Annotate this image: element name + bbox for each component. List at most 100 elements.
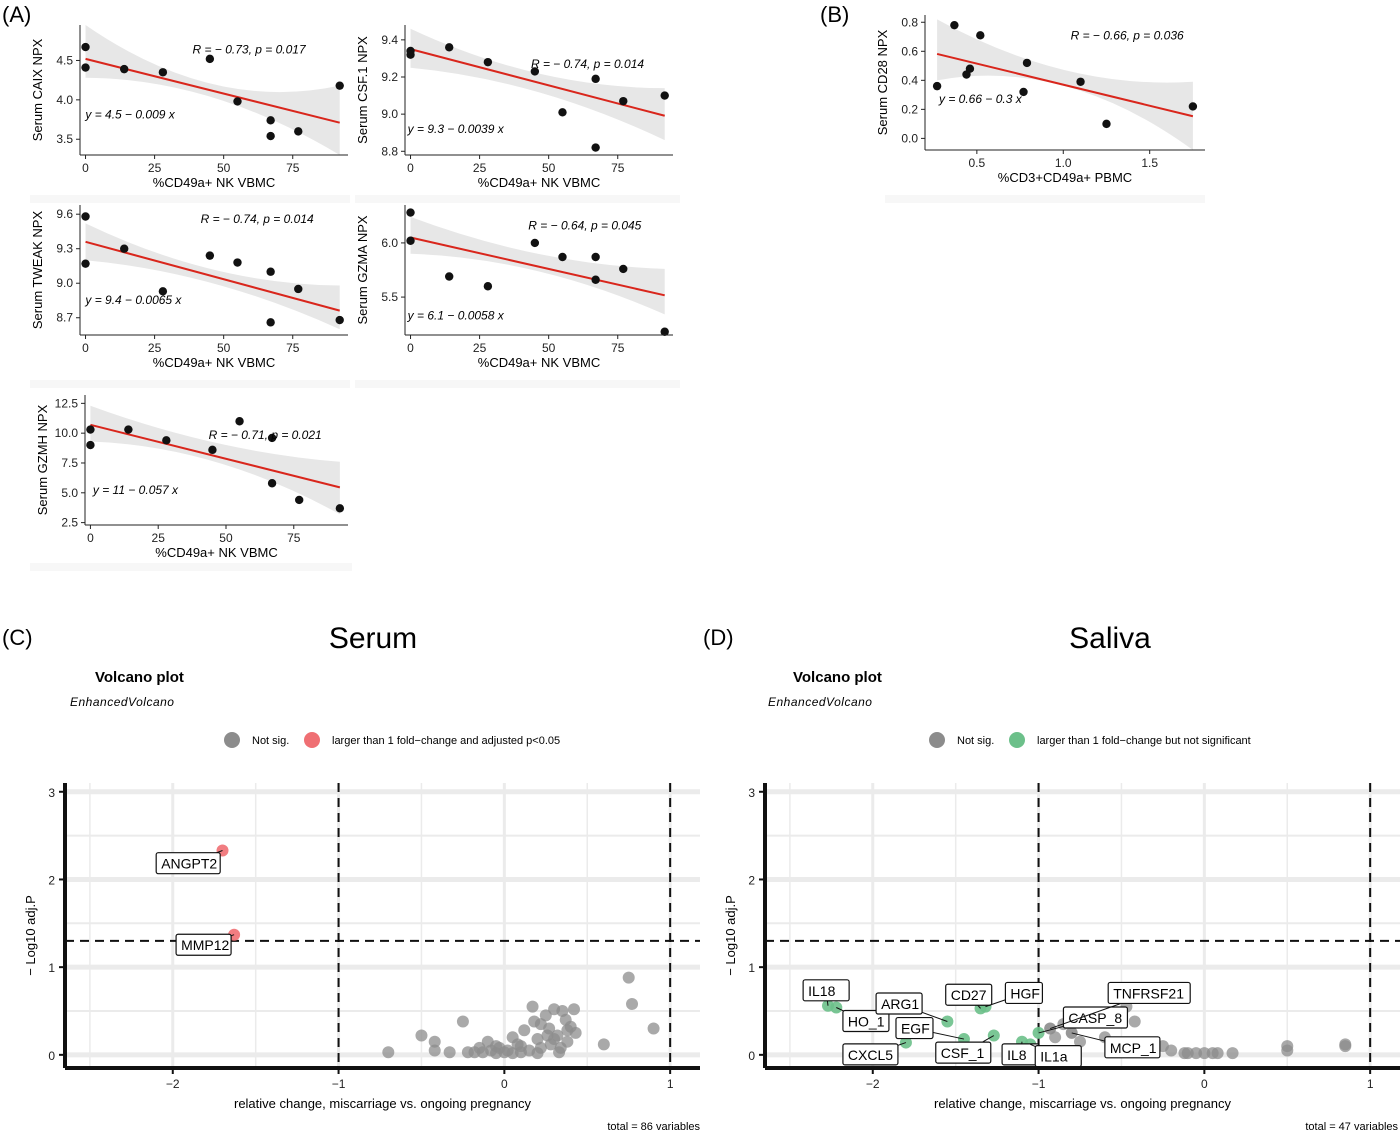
label-box xyxy=(155,852,221,875)
point-label: EGF xyxy=(901,1021,930,1037)
point-label: MCP_1 xyxy=(1110,1040,1157,1056)
y-tick-label: 0.2 xyxy=(901,102,918,116)
data-point xyxy=(81,42,90,52)
x-tick-label: 25 xyxy=(148,341,162,355)
confidence-band xyxy=(90,405,340,515)
volcano-point xyxy=(1128,1015,1141,1028)
legend-swatch xyxy=(1009,732,1025,748)
point-label: CD27 xyxy=(951,987,987,1003)
volcano-title: Volcano plot xyxy=(95,669,184,686)
data-point xyxy=(1022,58,1032,68)
legend-swatch xyxy=(929,732,945,748)
volcano-point xyxy=(468,1046,481,1059)
y-tick-label: 2 xyxy=(48,873,55,887)
volcano-point xyxy=(1165,1044,1178,1057)
y-axis-title: Serum CAIX NPX xyxy=(30,38,45,141)
x-tick-label: 75 xyxy=(286,341,300,355)
data-point xyxy=(266,131,275,141)
y-tick-label: 3 xyxy=(748,786,755,800)
data-point xyxy=(406,208,415,217)
volcano-point xyxy=(647,1022,660,1035)
x-tick-label: 25 xyxy=(148,161,162,175)
volcano-point xyxy=(506,1031,519,1044)
data-point xyxy=(235,417,244,426)
label-box xyxy=(875,992,923,1015)
x-axis-title: %CD49a+ NK VBMC xyxy=(153,175,275,190)
volcano-point xyxy=(626,997,639,1010)
confidence-band xyxy=(410,28,665,141)
volcano-subtitle: EnhancedVolcano xyxy=(768,695,872,709)
data-point xyxy=(965,64,975,73)
y-tick-label: 8.8 xyxy=(381,144,398,158)
x-tick-label: 1 xyxy=(667,1077,674,1091)
data-point xyxy=(335,504,345,513)
data-point xyxy=(124,425,133,434)
y-tick-label: 2 xyxy=(748,873,755,887)
regression-equation: y = 9.3 − 0.0039 x xyxy=(407,122,505,136)
volcano-point xyxy=(514,1040,527,1053)
panel-shadow xyxy=(30,380,350,388)
y-tick-label: 9.0 xyxy=(381,107,398,121)
regression-line xyxy=(936,52,1194,118)
volcano-point xyxy=(1281,1044,1294,1057)
y-tick-label: 3 xyxy=(48,786,55,800)
x-tick-label: 0 xyxy=(87,531,94,545)
y-tick-label: 5.5 xyxy=(381,290,398,304)
y-axis-title: Serum TWEAK NPX xyxy=(30,211,45,330)
volcano-point xyxy=(567,1003,580,1016)
point-label: HGF xyxy=(1010,985,1040,1001)
data-point xyxy=(660,327,669,336)
volcano-point xyxy=(443,1046,456,1059)
x-tick-label: 75 xyxy=(286,161,300,175)
data-point xyxy=(976,31,985,40)
data-point xyxy=(591,74,600,84)
data-point xyxy=(208,445,217,455)
data-point xyxy=(1019,87,1028,97)
regression-line xyxy=(85,240,340,312)
data-point xyxy=(81,63,90,72)
y-tick-label: 0.0 xyxy=(901,131,918,145)
volcano-point xyxy=(561,1024,574,1037)
data-point xyxy=(406,236,415,245)
data-point xyxy=(120,244,129,253)
data-point xyxy=(445,43,454,52)
y-tick-label: 6.0 xyxy=(381,236,398,250)
x-tick-label: 50 xyxy=(217,341,231,355)
legend-label: Not sig. xyxy=(252,735,289,747)
data-point xyxy=(619,264,628,274)
y-tick-label: 0 xyxy=(48,1049,55,1063)
data-point xyxy=(660,91,669,100)
y-tick-label: 1 xyxy=(748,961,755,975)
y-tick-label: 3.5 xyxy=(56,132,73,146)
x-tick-label: 0.5 xyxy=(969,156,986,170)
y-tick-label: 9.6 xyxy=(56,207,73,221)
x-tick-label: −2 xyxy=(866,1077,880,1091)
data-point xyxy=(294,495,304,505)
y-tick-label: 9.0 xyxy=(56,276,73,290)
y-tick-label: 1 xyxy=(48,961,55,975)
label-box xyxy=(945,983,993,1006)
scatter-panel-a1: 0 25 50 75 3.5 4.0 4.5 %CD49a+ NK VBMC Serum CAI… xyxy=(30,25,350,203)
x-axis-title: %CD49a+ NK VBMC xyxy=(155,545,277,560)
point-label: HO_1 xyxy=(848,1014,885,1030)
data-point xyxy=(530,67,540,76)
y-tick-label: 8.7 xyxy=(56,311,73,325)
panel-shadow xyxy=(30,195,350,203)
volcano-point xyxy=(1181,1047,1194,1060)
point-label: IL1a xyxy=(1040,1049,1067,1065)
x-tick-label: 0 xyxy=(407,161,414,175)
x-tick-label: 25 xyxy=(473,161,487,175)
data-point xyxy=(406,50,415,59)
data-point xyxy=(530,238,540,248)
y-tick-label: 0.4 xyxy=(901,73,918,87)
scatter-panel-a5: 0 25 50 75 2.5 5.0 7.5 10.0 12.5 %CD49a+ NK VBMC S… xyxy=(30,395,352,571)
y-tick-label: 10.0 xyxy=(55,426,79,440)
y-tick-label: 0 xyxy=(748,1049,755,1063)
legend-swatch xyxy=(304,732,320,748)
legend-swatch xyxy=(224,732,240,748)
x-tick-label: 0 xyxy=(82,161,89,175)
panel-shadow xyxy=(355,380,680,388)
panel-shadow xyxy=(885,195,1205,203)
data-point xyxy=(233,97,242,106)
x-tick-label: 0 xyxy=(407,341,414,355)
